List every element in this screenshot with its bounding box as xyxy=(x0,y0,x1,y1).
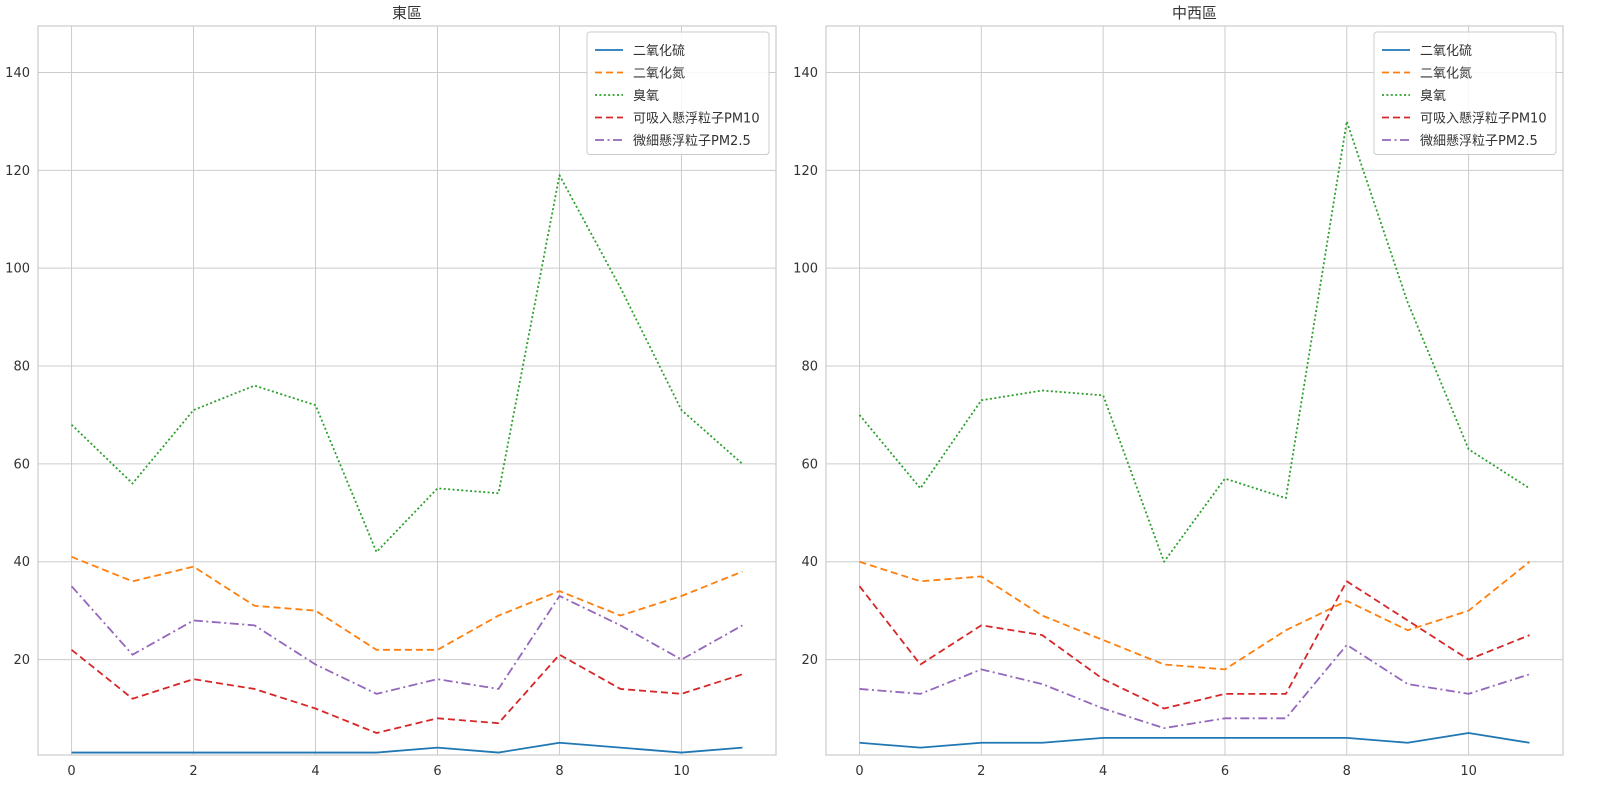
x-tick-label: 0 xyxy=(855,764,863,779)
series-line-2 xyxy=(858,120,1530,563)
y-tick-label: 40 xyxy=(13,555,30,570)
legend-label: 二氧化硫 xyxy=(1420,44,1472,59)
legend-label: 臭氧 xyxy=(1420,89,1446,104)
legend-label: 二氧化硫 xyxy=(633,44,685,59)
series-line-4 xyxy=(859,644,1530,729)
chart-title: 東區 xyxy=(392,4,422,22)
plot-frame xyxy=(37,25,777,756)
y-tick-label: 80 xyxy=(801,360,818,375)
legend-label: 可吸入懸浮粒子PM10 xyxy=(633,112,760,127)
legend-label: 臭氧 xyxy=(633,89,659,104)
y-tick-label: 80 xyxy=(13,360,30,375)
series-line-2 xyxy=(70,174,744,553)
x-tick-label: 2 xyxy=(189,764,197,779)
plot-frame xyxy=(825,25,1564,756)
legend-label: 微細懸浮粒子PM2.5 xyxy=(633,134,751,149)
legend-label: 二氧化氮 xyxy=(1420,67,1472,82)
legend-box xyxy=(586,31,770,155)
x-tick-label: 4 xyxy=(311,764,319,779)
y-tick-label: 140 xyxy=(5,66,30,81)
x-tick-label: 6 xyxy=(1221,764,1229,779)
y-tick-label: 140 xyxy=(793,66,818,81)
series-line-3 xyxy=(70,649,743,734)
chart-panel-0: 0 2 4 6 8 10 20 40 60 80 100 120 140 東區二氧化硫二氧化氮臭氧可吸入懸… xyxy=(5,4,777,779)
y-tick-label: 60 xyxy=(13,457,30,472)
y-tick-label: 120 xyxy=(5,164,30,179)
x-tick-label: 10 xyxy=(1460,764,1477,779)
y-tick-label: 40 xyxy=(801,555,818,570)
series-line-0 xyxy=(71,741,743,754)
y-tick-label: 20 xyxy=(13,653,30,668)
x-tick-label: 2 xyxy=(977,764,985,779)
series-line-3 xyxy=(858,580,1530,710)
x-tick-label: 0 xyxy=(67,764,75,779)
y-tick-label: 20 xyxy=(801,653,818,668)
y-tick-label: 100 xyxy=(793,262,818,277)
series-line-1 xyxy=(71,556,743,651)
legend-label: 微細懸浮粒子PM2.5 xyxy=(1420,134,1538,149)
x-tick-label: 4 xyxy=(1099,764,1107,779)
y-tick-label: 60 xyxy=(801,457,818,472)
series-line-4 xyxy=(70,585,743,695)
x-tick-label: 8 xyxy=(555,764,563,779)
legend-label: 可吸入懸浮粒子PM10 xyxy=(1420,112,1547,127)
series-line-1 xyxy=(859,560,1531,671)
series-line-0 xyxy=(859,732,1530,749)
chart-title: 中西區 xyxy=(1172,4,1217,22)
chart-panel-1: 0 2 4 6 8 10 20 40 60 80 100 120 140 中西區二氧化硫二氧化氮臭氧可吸入… xyxy=(793,4,1564,779)
legend-label: 二氧化氮 xyxy=(633,67,685,82)
x-tick-label: 6 xyxy=(433,764,441,779)
x-tick-label: 10 xyxy=(673,764,690,779)
x-tick-label: 8 xyxy=(1343,764,1351,779)
legend-box xyxy=(1373,31,1557,155)
y-tick-label: 120 xyxy=(793,164,818,179)
y-tick-label: 100 xyxy=(5,262,30,277)
